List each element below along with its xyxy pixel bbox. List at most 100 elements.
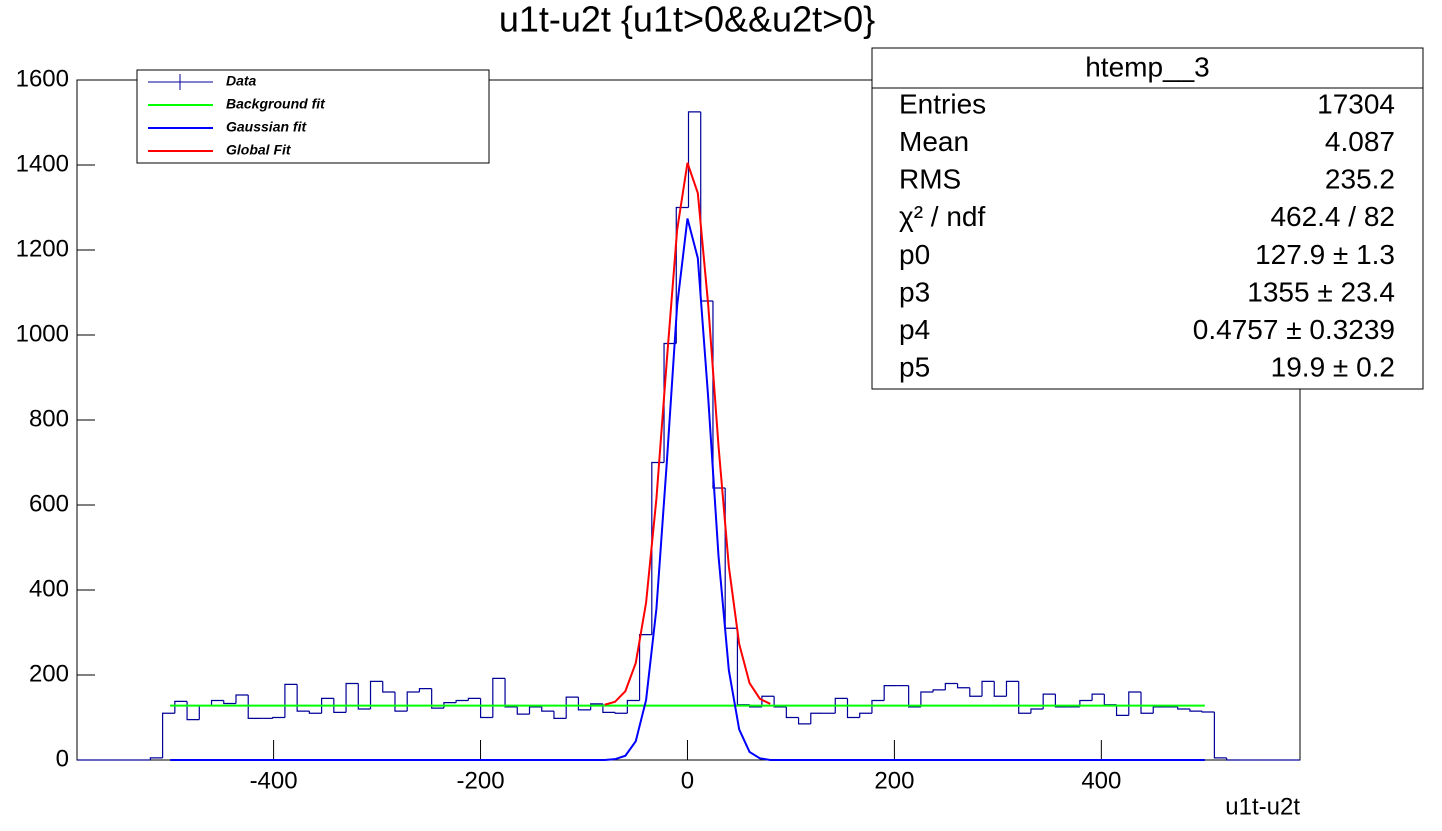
stats-value: 235.2 xyxy=(1325,164,1395,195)
y-tick-label: 600 xyxy=(29,490,69,517)
histogram-bin xyxy=(308,711,322,714)
histogram-bin xyxy=(345,682,359,713)
legend-label: Data xyxy=(226,73,257,89)
histogram-bin xyxy=(455,699,469,703)
histogram-bin xyxy=(602,703,616,713)
histogram-bin xyxy=(761,695,775,707)
stats-value: 127.9 ± 1.3 xyxy=(1255,239,1395,270)
histogram-bin xyxy=(1018,681,1031,714)
histogram-bin xyxy=(1213,711,1227,759)
histogram-bin xyxy=(149,757,163,760)
histogram-bin xyxy=(590,703,603,710)
histogram-bin xyxy=(1030,708,1044,714)
y-tick-label: 1600 xyxy=(16,65,69,92)
histogram-bin xyxy=(1140,692,1154,714)
x-tick-label: 200 xyxy=(874,767,914,794)
histogram-bin xyxy=(993,681,1007,697)
y-tick-label: 200 xyxy=(29,660,69,687)
histogram-bin xyxy=(431,688,444,709)
histogram-bin xyxy=(834,697,848,714)
histogram-bin xyxy=(504,678,518,708)
histogram-bin xyxy=(638,634,652,701)
histogram-bin xyxy=(797,717,811,725)
stats-value: 1355 ± 23.4 xyxy=(1247,276,1395,307)
histogram-bin xyxy=(773,696,787,708)
stats-label: χ² / ndf xyxy=(899,201,986,232)
histogram-bin xyxy=(223,700,236,705)
histogram-bin xyxy=(186,701,200,721)
fit-curve xyxy=(604,162,771,706)
histogram-bin xyxy=(1201,711,1215,713)
x-tick-label: 400 xyxy=(1081,767,1121,794)
y-tick-label: 400 xyxy=(29,575,69,602)
stats-value: 4.087 xyxy=(1325,126,1395,157)
histogram-bin xyxy=(675,206,689,344)
stats-label: p4 xyxy=(899,314,930,345)
stats-value: 17304 xyxy=(1317,88,1395,119)
x-tick-label: -400 xyxy=(250,767,298,794)
histogram-bin xyxy=(908,685,921,708)
histogram-bin xyxy=(871,699,885,714)
histogram-bin xyxy=(382,681,395,693)
histogram-bin xyxy=(1128,691,1142,716)
histogram-bin xyxy=(785,706,799,719)
stats-label: RMS xyxy=(899,164,961,195)
y-tick-label: 1200 xyxy=(16,235,69,262)
stats-label: p5 xyxy=(899,352,930,383)
histogram-bin xyxy=(210,699,224,706)
histogram-bin xyxy=(969,687,983,697)
histogram-bin xyxy=(247,694,261,719)
histogram-bin xyxy=(1005,680,1019,697)
stats-label: p3 xyxy=(899,276,930,307)
stats-label: Mean xyxy=(899,126,969,157)
legend-label: Gaussian fit xyxy=(226,119,307,135)
stats-value: 0.4757 ± 0.3239 xyxy=(1193,314,1395,345)
histogram-bin xyxy=(614,712,628,714)
histogram-bin xyxy=(626,699,640,714)
histogram-bin xyxy=(272,716,285,719)
histogram-bin xyxy=(369,680,383,709)
histogram-bin xyxy=(321,697,334,714)
stats-label: Entries xyxy=(899,88,986,119)
histogram-bin xyxy=(357,683,371,710)
legend-label: Background fit xyxy=(226,96,326,112)
histogram-bin xyxy=(944,682,958,690)
histogram-bin xyxy=(296,684,310,712)
histogram-bin xyxy=(810,712,824,724)
histogram-bin xyxy=(418,688,432,692)
histogram-bin xyxy=(1189,709,1203,712)
y-tick-label: 0 xyxy=(56,745,69,772)
histogram-bin xyxy=(1115,704,1129,716)
histogram-bin xyxy=(687,111,701,208)
histogram-bin xyxy=(516,706,530,715)
histogram-bin xyxy=(553,711,567,719)
histogram-bin xyxy=(492,677,506,718)
histogram-bin xyxy=(541,706,554,712)
histogram-bin xyxy=(162,712,175,758)
x-tick-label: 0 xyxy=(681,767,694,794)
histogram-bin xyxy=(565,696,579,719)
histogram-bin xyxy=(663,342,677,463)
stats-box xyxy=(871,47,1424,390)
histogram-bin xyxy=(1054,694,1068,708)
histogram-bin xyxy=(394,692,408,712)
legend-box xyxy=(136,69,490,164)
histogram-bin xyxy=(1091,693,1105,701)
histogram-bin xyxy=(981,680,995,697)
stats-label: p0 xyxy=(899,239,930,270)
x-axis-title: u1t-u2t xyxy=(1225,793,1300,820)
stats-title: htemp__3 xyxy=(1085,51,1210,82)
stats-value: 462.4 / 82 xyxy=(1270,201,1395,232)
histogram-bin xyxy=(1042,693,1056,709)
stats-value: 19.9 ± 0.2 xyxy=(1271,352,1395,383)
y-tick-label: 1000 xyxy=(16,320,69,347)
x-tick-label: -200 xyxy=(457,767,505,794)
histogram-bin xyxy=(956,683,970,689)
histogram-bin xyxy=(1226,757,1239,761)
histogram-bin xyxy=(467,697,481,701)
y-tick-label: 1400 xyxy=(16,150,69,177)
legend-label: Global Fit xyxy=(226,142,292,158)
histogram-bin xyxy=(932,689,946,692)
histogram-bin xyxy=(859,712,872,718)
